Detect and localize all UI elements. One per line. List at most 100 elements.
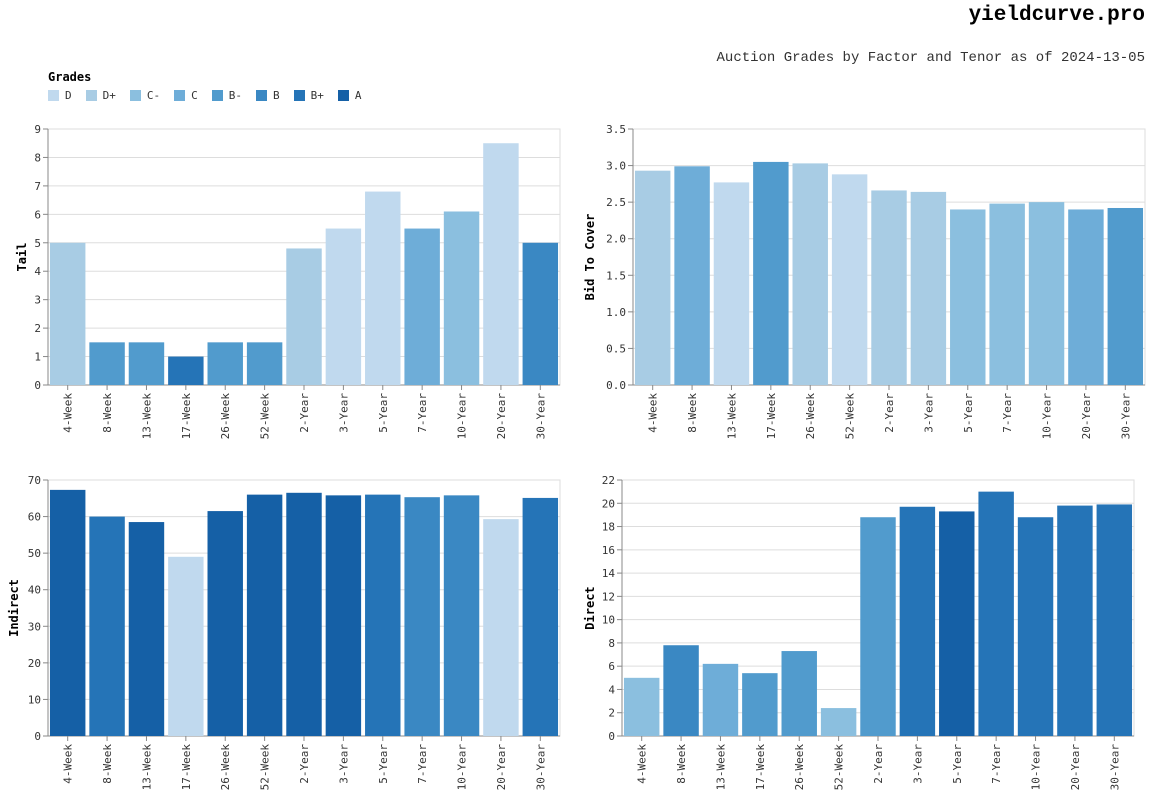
x-tick-label: 26-Week: [219, 744, 232, 791]
bar: [1028, 202, 1065, 385]
y-tick-label: 0.5: [606, 342, 626, 355]
chart-bid-to-cover: 0.0 0.5 1.0 1.5 2.0 2.5 3.0 3.5 4-Week 8-Week 13-W…: [583, 123, 1146, 440]
brand-title: yieldcurve.pro: [968, 4, 1145, 27]
x-tick-label: 13-Week: [714, 744, 727, 791]
x-tick-label: 8-Week: [101, 744, 114, 784]
y-tick-label: 6: [34, 208, 41, 221]
bar: [1068, 209, 1104, 385]
y-tick-label: 20: [28, 657, 41, 670]
legend-swatch: [337, 90, 349, 101]
legend-label: C: [191, 89, 198, 102]
x-tick-label: 7-Year: [416, 393, 429, 433]
chart-direct: 0 2 4 6 8 10 12 14 16 18 20 22 4-Week 8-Week 13-Week 17…: [583, 474, 1135, 791]
legend-label: C-: [146, 89, 161, 102]
x-tick-label: 7-Year: [990, 744, 1003, 784]
x-tick-label: 26-Week: [804, 393, 817, 440]
x-tick-label: 17-Week: [765, 393, 778, 440]
x-tick-label: 5-Year: [962, 393, 975, 433]
x-tick-label: 20-Year: [1069, 744, 1082, 791]
bar: [742, 673, 778, 736]
x-tick-label: 7-Year: [1001, 393, 1014, 433]
y-tick-label: 2: [34, 322, 41, 335]
grades-legend: Grades D D+ C- C B- B B+ A: [48, 70, 376, 102]
bar: [663, 645, 699, 736]
legend-item: D+: [85, 89, 116, 102]
x-tick-label: 4-Week: [636, 744, 649, 784]
x-tick-label: 30-Year: [534, 393, 547, 440]
chart-tail: 0 1 2 3 4 5 6 7 8 9 4-Week 8-Week 13-Week 17-Week 26-W…: [15, 123, 561, 440]
x-tick-label: 5-Year: [951, 744, 964, 784]
y-tick-label: 0: [34, 730, 41, 743]
y-tick-label: 50: [28, 547, 41, 560]
bar: [820, 708, 857, 736]
legend-swatch: [85, 90, 97, 101]
bar: [781, 651, 817, 736]
y-axis-label: Indirect: [7, 579, 21, 637]
bar: [168, 556, 204, 736]
legend-swatch: [211, 90, 223, 101]
x-tick-label: 30-Year: [1108, 744, 1121, 791]
x-tick-label: 17-Week: [180, 744, 193, 791]
bar: [989, 203, 1025, 385]
y-tick-label: 60: [28, 511, 41, 524]
legend-swatch: [293, 90, 305, 101]
x-tick-label: 30-Year: [1119, 393, 1132, 440]
legend-label: B+: [310, 89, 324, 102]
legend-item: B: [256, 89, 280, 102]
bar: [978, 491, 1014, 736]
bar: [702, 663, 739, 736]
bar: [404, 228, 440, 385]
x-tick-label: 26-Week: [219, 393, 232, 440]
y-tick-label: 4: [34, 265, 41, 278]
bar: [89, 342, 125, 385]
y-tick-label: 3: [34, 294, 41, 307]
y-tick-label: 4: [608, 683, 615, 696]
x-tick-label: 2-Year: [883, 393, 896, 433]
y-tick-label: 2.0: [606, 233, 626, 246]
x-tick-label: 17-Week: [180, 393, 193, 440]
x-tick-label: 4-Week: [647, 393, 660, 433]
x-tick-label: 2-Year: [298, 393, 311, 433]
y-tick-label: 0: [608, 730, 615, 743]
x-tick-label: 3-Year: [337, 744, 350, 784]
bar: [1057, 505, 1093, 736]
x-tick-label: 13-Week: [140, 393, 153, 440]
x-tick-label: 52-Week: [259, 393, 272, 440]
y-tick-label: 8: [608, 637, 615, 650]
chart-indirect: 0 10 20 30 40 50 60 70 4-Week 8-Week 13-Week 17-Wee…: [7, 474, 561, 791]
y-tick-label: 2.5: [606, 196, 626, 209]
y-tick-label: 3.0: [606, 160, 626, 173]
y-tick-label: 16: [602, 544, 615, 557]
bar: [1107, 207, 1144, 385]
bar: [49, 489, 86, 736]
y-tick-label: 70: [28, 474, 41, 487]
bar: [522, 242, 559, 385]
y-tick-label: 1.0: [606, 306, 626, 319]
legend-title: Grades: [48, 70, 92, 84]
y-tick-label: 7: [34, 180, 41, 193]
bar: [939, 511, 975, 736]
x-tick-label: 4-Week: [62, 393, 75, 433]
bar: [1096, 504, 1133, 736]
x-tick-label: 13-Week: [140, 744, 153, 791]
bar: [128, 522, 165, 736]
x-tick-label: 30-Year: [534, 744, 547, 791]
x-tick-label: 8-Week: [101, 393, 114, 433]
legend-label: B-: [228, 89, 242, 102]
x-tick-label: 26-Week: [793, 744, 806, 791]
bar: [207, 342, 243, 385]
y-tick-label: 14: [602, 567, 616, 580]
y-tick-label: 9: [34, 123, 41, 136]
x-tick-label: 10-Year: [1030, 744, 1043, 791]
legend-swatch: [174, 90, 186, 101]
y-axis-label: Tail: [15, 243, 29, 272]
bar: [128, 342, 165, 385]
legend-label: D: [65, 89, 72, 102]
x-tick-label: 10-Year: [456, 393, 469, 440]
x-tick-label: 8-Week: [686, 393, 699, 433]
x-tick-label: 20-Year: [1080, 393, 1093, 440]
x-tick-label: 3-Year: [922, 393, 935, 433]
bar: [286, 248, 322, 385]
y-tick-label: 10: [28, 693, 41, 706]
